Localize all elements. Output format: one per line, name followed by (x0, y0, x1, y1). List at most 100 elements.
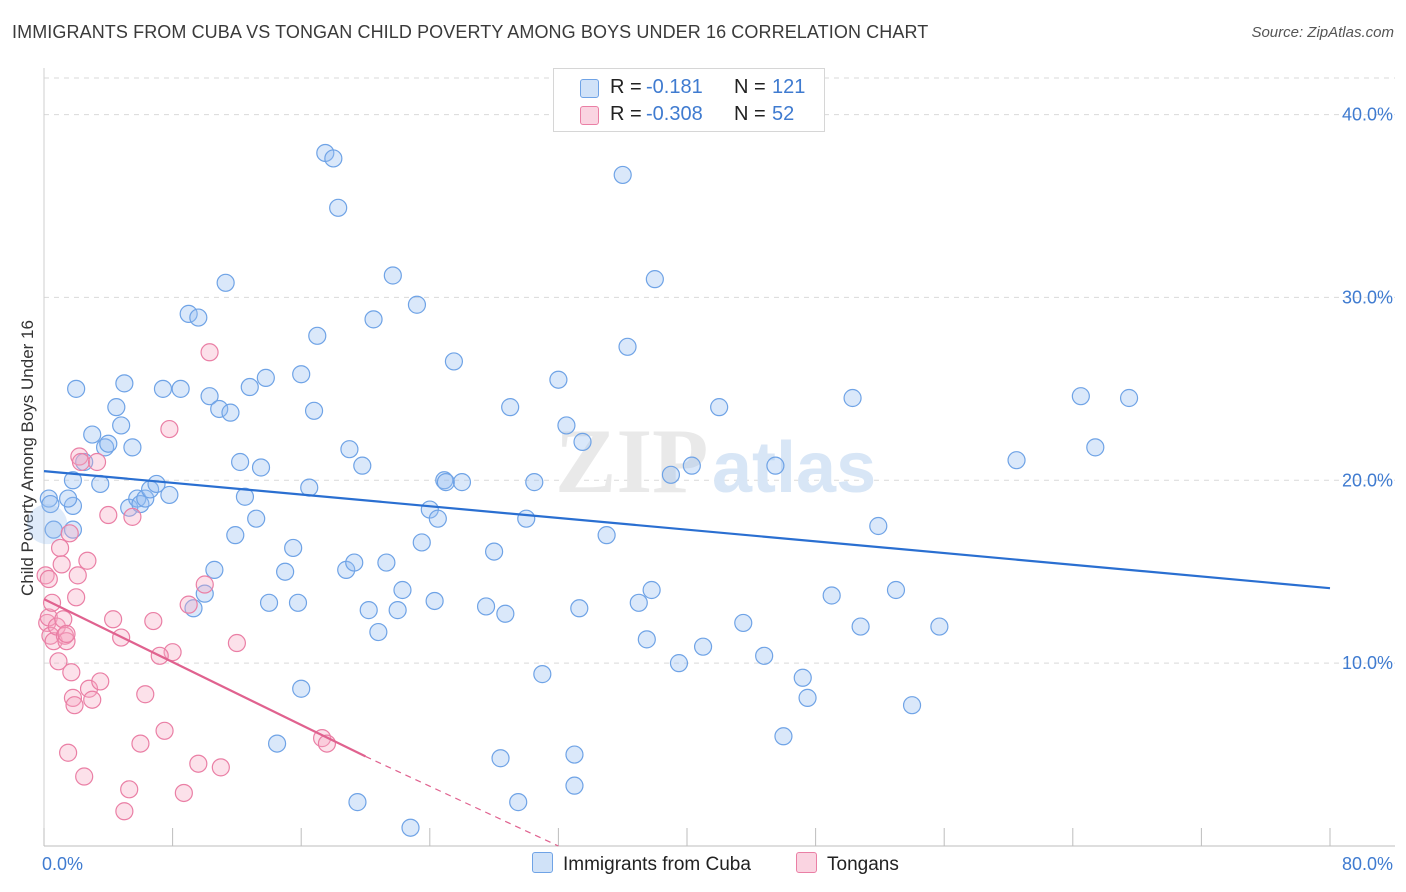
chart-source: Source: ZipAtlas.com (1251, 24, 1394, 41)
data-point (452, 473, 472, 492)
data-point (345, 553, 364, 572)
series-tongans-points (36, 343, 337, 821)
data-point (618, 337, 637, 356)
data-point (210, 399, 229, 419)
data-point (348, 793, 367, 812)
legend-swatch-pink (580, 106, 599, 125)
data-point (377, 553, 396, 572)
data-point (78, 551, 97, 570)
data-point (292, 365, 311, 384)
data-point (87, 452, 107, 472)
axes (43, 68, 1395, 847)
data-point (1086, 438, 1105, 457)
data-point (517, 509, 536, 528)
data-point (160, 419, 179, 439)
data-point (710, 398, 729, 417)
data-point (123, 438, 142, 457)
data-point (41, 626, 60, 645)
data-point (570, 599, 589, 618)
legend-n-label: N = (734, 103, 766, 125)
data-point (549, 370, 568, 389)
bottom-legend-swatch-pink (796, 852, 817, 873)
data-point (661, 465, 681, 484)
data-point (428, 509, 447, 528)
data-point (798, 688, 817, 707)
y-tick-label: 30.0% (1342, 287, 1393, 307)
data-point (1119, 388, 1139, 408)
data-point (49, 652, 68, 671)
trend-lines (43, 470, 1331, 847)
trend-line-tongans-extension (365, 755, 559, 847)
data-point (247, 509, 266, 528)
data-point (276, 562, 295, 581)
data-point (115, 374, 134, 393)
data-point (256, 368, 275, 387)
data-point (734, 613, 753, 633)
bottom-legend-tongans: Tongans (796, 852, 899, 876)
data-point (115, 802, 134, 821)
data-point (292, 679, 311, 698)
data-point (597, 526, 616, 545)
data-point (304, 401, 324, 420)
data-point (629, 593, 648, 612)
data-point (267, 734, 287, 753)
data-point (67, 379, 86, 398)
data-point (63, 471, 83, 490)
chart-title: IMMIGRANTS FROM CUBA VS TONGAN CHILD POV… (12, 22, 929, 42)
data-point (869, 516, 888, 536)
data-point (383, 266, 402, 285)
data-point (509, 793, 528, 812)
data-point (393, 580, 412, 600)
trend-line-cuba (43, 470, 1331, 590)
data-point (259, 593, 279, 612)
data-point (485, 542, 504, 561)
data-point-cluster (27, 504, 68, 545)
data-point (50, 538, 70, 558)
data-point (388, 601, 407, 620)
data-point (573, 432, 592, 451)
data-point (200, 387, 219, 406)
data-point (75, 767, 94, 786)
legend-r-value: -0.308 (646, 103, 703, 125)
data-point (693, 637, 713, 656)
data-point (104, 610, 123, 629)
data-point (59, 743, 78, 762)
data-point (99, 434, 118, 453)
data-point (364, 310, 383, 329)
data-point (211, 758, 230, 777)
data-point (476, 597, 496, 616)
data-point (682, 456, 701, 475)
data-point (557, 416, 576, 435)
data-point (525, 473, 544, 492)
data-point (308, 326, 327, 345)
legend-row-tongans: R = -0.308 N = 52 (554, 102, 824, 128)
series-cuba-points (27, 143, 1139, 837)
bottom-legend-label: Tongans (827, 854, 899, 875)
data-point (189, 754, 208, 773)
data-point (412, 533, 431, 552)
data-point (107, 398, 126, 417)
data-point (216, 273, 235, 292)
data-point (189, 308, 208, 327)
data-point (195, 584, 214, 603)
data-point (930, 617, 949, 636)
data-point (755, 646, 774, 665)
data-point (288, 593, 308, 612)
legend-r-label: R = (610, 103, 642, 125)
data-point (359, 601, 378, 620)
trend-line-tongans (43, 598, 366, 758)
legend-n-value: 52 (772, 103, 795, 125)
data-point (886, 580, 906, 600)
data-point (205, 560, 224, 579)
data-point (39, 569, 58, 589)
data-point (123, 507, 142, 526)
data-point (52, 555, 71, 574)
y-tick-label: 20.0% (1342, 470, 1393, 490)
data-point (231, 452, 250, 472)
data-point (902, 696, 922, 715)
data-point (62, 663, 81, 682)
data-point (195, 575, 214, 594)
data-point (774, 727, 793, 746)
data-point (131, 734, 150, 753)
data-point (407, 295, 427, 314)
